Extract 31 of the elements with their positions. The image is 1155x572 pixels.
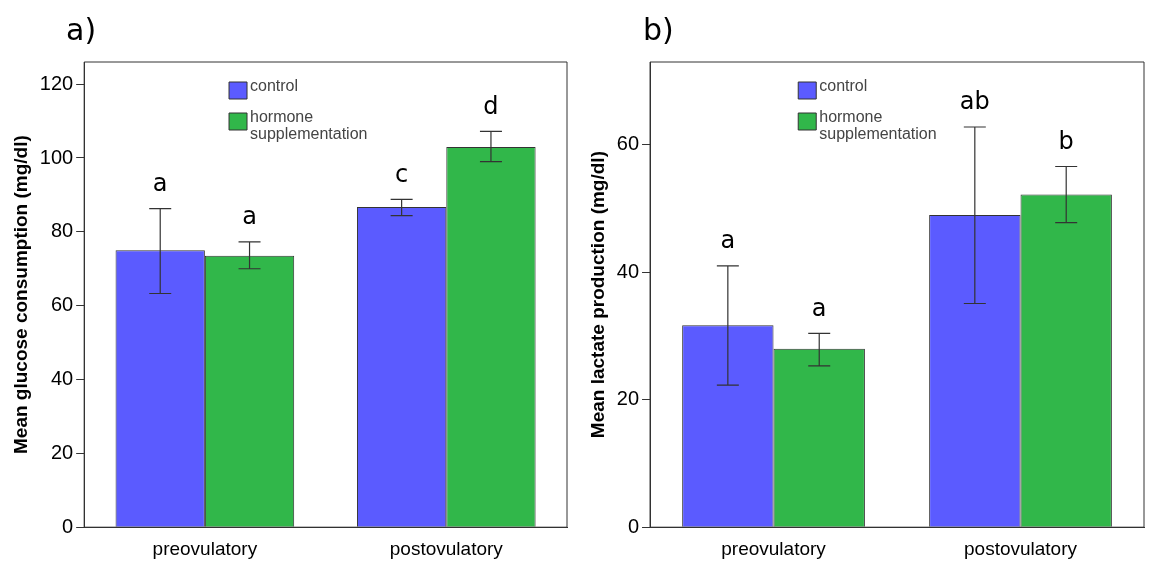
y-tick-label: 120: [39, 71, 74, 94]
legend-label: control: [250, 77, 299, 95]
annotation: ab: [959, 87, 990, 116]
x-tick-label: preovulatory: [721, 537, 827, 559]
y-axis-title: Mean lactate production (mg/dl): [586, 151, 608, 439]
y-tick-label: 0: [627, 514, 640, 537]
x-tick-label: postovulatory: [964, 537, 1078, 559]
y-tick-label: 60: [616, 132, 640, 155]
chart-title: a): [66, 12, 97, 47]
annotation: c: [395, 159, 409, 188]
y-tick-label: 80: [50, 219, 74, 242]
x-tick-label: preovulatory: [152, 537, 258, 559]
y-tick-label: 100: [39, 145, 74, 168]
legend-label: control: [819, 77, 868, 95]
y-tick-label: 20: [616, 387, 640, 410]
legend-label: hormone supplementation: [819, 108, 937, 143]
y-tick-label: 0: [62, 514, 74, 537]
legend-label: hormone supplementation: [250, 108, 368, 143]
annotation: a: [720, 226, 736, 255]
x-tick-label: postovulatory: [389, 537, 504, 559]
y-tick-label: 20: [50, 440, 74, 463]
chart-title: b): [643, 12, 674, 47]
annotation: a: [152, 168, 168, 197]
y-axis-title: Mean glucose consumption (mg/dl): [9, 135, 31, 454]
y-tick-label: 60: [50, 293, 74, 316]
annotation: b: [1058, 126, 1074, 155]
y-tick-label: 40: [50, 367, 74, 390]
y-tick-label: 40: [616, 259, 640, 282]
annotation: a: [811, 293, 827, 322]
annotation: d: [483, 91, 499, 120]
annotation: a: [242, 202, 257, 231]
